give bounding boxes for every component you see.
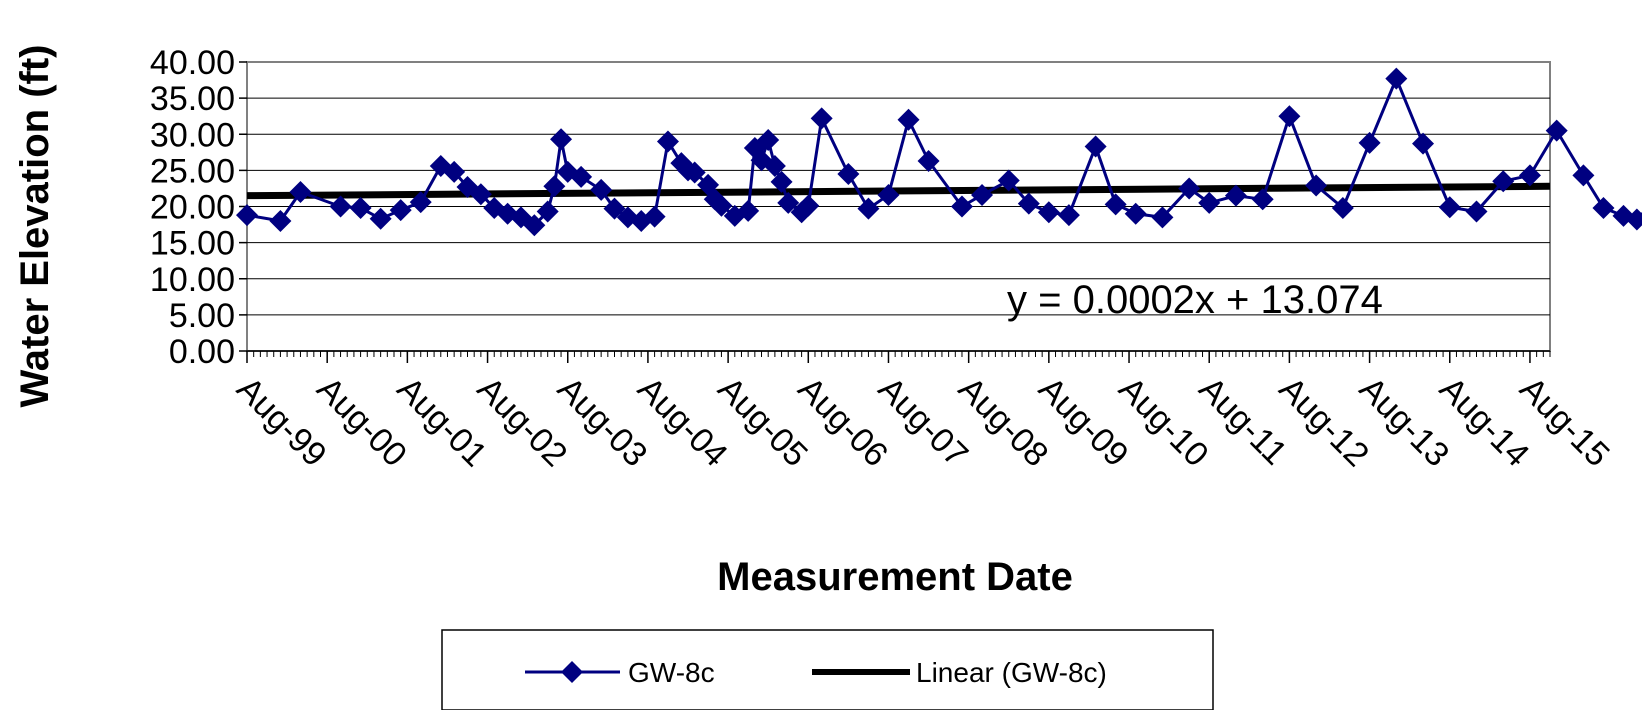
y-tick-label: 15.00 [150,225,235,263]
x-tick-label: Aug-09 [1031,370,1135,474]
data-point-diamond [857,197,880,220]
y-tick-label: 35.00 [150,80,235,118]
data-point-diamond [349,196,372,219]
data-point-diamond [1385,67,1408,90]
x-axis: Aug-99Aug-00Aug-01Aug-02Aug-03Aug-04Aug-… [229,350,1617,474]
x-tick-label: Aug-08 [951,370,1055,474]
data-point-diamond [236,204,258,227]
y-tick-label: 30.00 [150,116,235,154]
data-point-diamond [1251,188,1274,211]
data-point-diamond [1198,191,1221,214]
y-tick-label: 10.00 [150,261,235,299]
data-point-diamond [469,183,492,206]
x-tick-label: Aug-99 [229,370,333,474]
data-point-diamond [603,197,626,220]
data-point-diamond [810,107,833,130]
data-point-diamond [389,199,412,222]
data-point-diamond [837,162,860,185]
x-tick-label: Aug-00 [310,370,414,474]
legend-label-linear: Linear (GW-8c) [916,657,1107,688]
data-point-diamond [770,170,793,193]
data-point-diamond [536,200,559,223]
legend-label-gw-8c: GW-8c [628,657,715,688]
y-tick-label: 5.00 [169,297,235,335]
data-point-diamond [269,209,292,232]
x-tick-label: Aug-02 [470,370,574,474]
data-point-diamond [1104,193,1127,216]
x-tick-label: Aug-15 [1512,370,1616,474]
data-point-diamond [523,214,546,237]
data-point-diamond [797,194,820,217]
data-point-diamond [590,178,613,201]
legend: GW-8c Linear (GW-8c) [441,629,1214,710]
data-point-diamond [643,205,666,228]
y-axis-title: Water Elevation (ft) [13,45,57,408]
data-point-diamond [683,161,706,184]
data-point-diamond [777,191,800,214]
trendline-equation: y = 0.0002x + 13.074 [1007,278,1383,322]
data-point-diamond [1492,170,1515,193]
data-point-diamond [950,195,973,218]
data-point-diamond [1412,132,1435,155]
data-point-diamond [1224,184,1247,207]
data-point-diamond [997,169,1020,192]
data-point-diamond [971,183,994,206]
data-point-diamond [543,175,566,198]
data-point-diamond [1305,174,1328,197]
x-tick-label: Aug-12 [1272,370,1376,474]
x-tick-label: Aug-01 [390,370,494,474]
data-point-diamond [763,155,786,178]
x-tick-label: Aug-10 [1111,370,1215,474]
data-point-diamond [369,207,392,230]
data-point-diamond [757,129,780,152]
x-tick-label: Aug-04 [630,370,734,474]
data-point-diamond [737,199,760,222]
data-point-diamond [289,181,312,204]
data-point-diamond [1017,192,1040,215]
x-tick-label: Aug-06 [791,370,895,474]
data-point-diamond [1465,200,1488,223]
y-tick-label: 20.00 [150,189,235,227]
x-tick-label: Aug-05 [710,370,814,474]
data-point-diamond [917,149,940,172]
data-point-diamond [1592,196,1615,219]
data-point-diamond [1178,177,1201,200]
data-point-diamond [1278,105,1301,128]
x-tick-label: Aug-14 [1432,370,1536,474]
y-tick-label: 0.00 [169,333,235,371]
data-point-diamond [1124,202,1147,225]
x-axis-title: Measurement Date [717,555,1073,599]
data-point-diamond [1438,196,1461,219]
data-point-diamond [1151,206,1174,229]
data-point-diamond [1331,196,1354,219]
gridlines [247,97,1550,316]
data-point-diamond [1572,164,1595,187]
data-point-diamond [1358,131,1381,154]
series-gw-8c [236,67,1642,237]
data-point-diamond [570,165,593,188]
x-tick-label: Aug-11 [1192,370,1295,473]
data-point-diamond [1037,201,1060,224]
data-point-diamond [1545,119,1568,142]
data-point-diamond [897,108,920,131]
y-tick-label: 40.00 [150,44,235,82]
data-point-diamond [443,160,466,183]
data-point-diamond [409,191,432,214]
x-tick-label: Aug-07 [871,370,975,474]
data-point-diamond [1057,204,1080,227]
data-point-diamond [550,128,573,151]
y-axis: 0.005.0010.0015.0020.0025.0030.0035.0040… [150,44,247,371]
data-point-diamond [1518,164,1541,187]
data-point-diamond [329,195,352,218]
x-tick-label: Aug-03 [550,370,654,474]
data-point-diamond [877,183,900,206]
x-tick-label: Aug-13 [1352,370,1456,474]
legend-marker-diamond-icon [561,661,583,683]
data-point-diamond [710,194,733,217]
data-point-diamond [656,130,679,153]
y-tick-label: 25.00 [150,152,235,190]
data-point-diamond [1084,135,1107,158]
data-point-diamond [1625,208,1642,231]
